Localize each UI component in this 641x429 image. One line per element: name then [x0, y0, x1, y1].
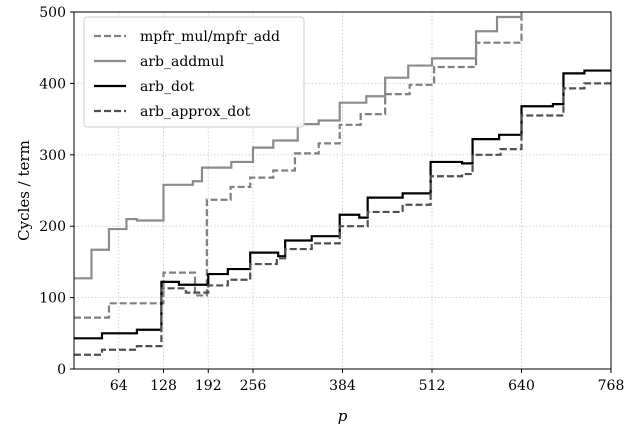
x-tick-label: 256	[240, 378, 267, 394]
y-tick-label: 0	[57, 362, 66, 378]
x-tick-label: 512	[419, 378, 446, 394]
legend-label: arb_approx_dot	[140, 104, 251, 120]
y-axis-label: Cycles / term	[15, 140, 33, 241]
y-tick-label: 400	[39, 76, 66, 92]
legend-label: mpfr_mul/mpfr_add	[140, 29, 280, 45]
series-line-arb-addmul	[74, 12, 523, 280]
legend-label: arb_dot	[140, 79, 194, 95]
axes: 64 128 192 256 384 512 640 768 0 100 200 300 400 500 p…	[15, 5, 624, 425]
legend: mpfr_mul/mpfr_add arb_addmul arb_dot arb_ap…	[83, 16, 305, 128]
series-line-mpfr-mul-mpfr-add	[74, 12, 523, 319]
x-tick-label: 192	[195, 378, 222, 394]
x-tick-label: 384	[329, 378, 356, 394]
x-tick-label: 64	[110, 378, 128, 394]
x-axis-label: p	[338, 407, 348, 425]
series-group	[74, 12, 611, 356]
x-tick-label: 768	[598, 378, 625, 394]
y-tick-label: 200	[39, 219, 66, 235]
x-tick-label: 640	[508, 378, 535, 394]
y-tick-label: 100	[39, 291, 66, 307]
series-line-arb-approx-dot	[74, 82, 611, 356]
y-tick-label: 300	[39, 148, 66, 164]
legend-label: arb_addmul	[140, 54, 225, 70]
y-tick-label: 500	[39, 5, 66, 21]
x-tick-label: 128	[150, 378, 177, 394]
legend-box	[83, 16, 305, 128]
